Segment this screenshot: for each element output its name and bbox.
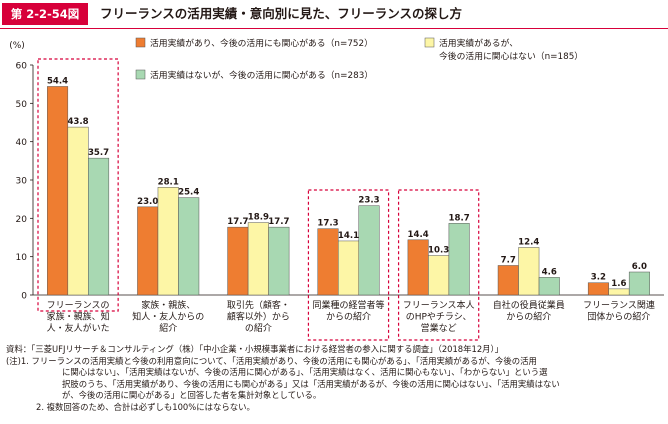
source-note: 資料：「三菱UFJリサーチ＆コンサルティング（株）「中小企業・小規模事業者におけ… — [6, 344, 504, 354]
bar — [157, 187, 179, 296]
figure-number-badge: 第 2-2-54図 — [2, 3, 88, 25]
bar — [497, 265, 519, 296]
bar — [587, 282, 609, 296]
highlight-box — [397, 189, 480, 341]
y-tick-label: 0 — [21, 292, 27, 302]
y-tick-label: 20 — [16, 215, 28, 225]
category-label: 顧客以外）から — [227, 311, 290, 323]
bar — [47, 86, 69, 296]
category-label: 団体からの紹介 — [587, 311, 650, 323]
category-label: からの紹介 — [506, 311, 551, 323]
bar — [137, 206, 159, 296]
legend-label: 今後の活用に関心はない（n=185） — [439, 50, 583, 62]
data-label: 14.1 — [338, 231, 359, 241]
y-axis-label: (%) — [9, 41, 25, 51]
category-label: 知人・友人からの — [132, 311, 204, 323]
note-1-line-4: が、今後の活用に関心がある」と回答した者を集計対象としている。 — [62, 390, 322, 401]
bar — [227, 226, 249, 296]
bar — [448, 223, 470, 296]
data-label: 43.8 — [67, 117, 88, 127]
legend-label: 活用実績があり、今後の活用にも関心がある（n=752） — [150, 37, 373, 49]
note-2: 2. 複数回答のため、合計は必ずしも100%にはならない。 — [36, 401, 255, 412]
category-label: 取引先（顧客・ — [227, 299, 290, 311]
bar — [407, 239, 429, 296]
data-label: 17.7 — [227, 217, 248, 227]
bar — [88, 157, 110, 296]
category-label: 家族・親族、知 — [47, 311, 110, 323]
data-label: 17.7 — [268, 217, 289, 227]
data-label: 18.7 — [449, 213, 470, 223]
header-divider — [0, 28, 668, 29]
data-label: 14.4 — [408, 230, 429, 240]
note-1-line-3: 択肢のうち、「活用実績があり、今後の活用にも関心がある」又は「活用実績があるが、… — [62, 378, 560, 389]
legend-label: 活用実績があるが、 — [439, 37, 518, 49]
bar — [538, 277, 560, 296]
figure-header: 第 2-2-54図 フリーランスの活用実績・意向別に見た、フリーランスの探し方 — [0, 0, 668, 30]
data-label: 54.4 — [47, 76, 68, 86]
bar-chart: (%) 0 10 20 30 40 50 60 54.4 23.0 17.7 17.3 14.4 7.7 3… — [9, 37, 664, 341]
y-tick-label: 40 — [16, 138, 28, 148]
data-label: 23.0 — [137, 197, 158, 207]
y-tick-label: 50 — [16, 100, 28, 110]
note-1-line-2: に関心はない」、「活用実績はないが、今後の活用に関心がある」、「活用実績はなく、… — [62, 367, 548, 378]
category-label: 紹介 — [159, 322, 177, 334]
legend-swatch — [135, 69, 146, 80]
data-label: 7.7 — [501, 255, 516, 265]
legend-swatch — [424, 37, 435, 48]
bar — [338, 240, 359, 296]
legend-label: 活用実績はないが、今後の活用に関心がある（n=283） — [150, 69, 373, 81]
data-label: 6.0 — [632, 262, 647, 272]
bar — [268, 226, 290, 296]
category-label: フリーランス本人 — [403, 299, 475, 311]
category-label: フリーランス関連 — [583, 299, 655, 311]
data-label: 18.9 — [248, 213, 269, 223]
legend-swatch — [135, 37, 146, 48]
bar — [608, 288, 630, 296]
data-label: 1.6 — [611, 279, 626, 289]
bar — [628, 271, 650, 296]
category-label: 自社の役員従業員 — [493, 299, 565, 311]
data-label: 35.7 — [88, 148, 109, 158]
bar — [428, 255, 450, 296]
category-label: の紹介 — [245, 322, 272, 334]
category-label: 家族・親族、 — [141, 299, 195, 311]
data-label: 17.3 — [317, 219, 338, 229]
category-label: フリーランスの — [47, 300, 110, 311]
data-label: 23.3 — [358, 196, 379, 206]
chart-notes: 資料：「三菱UFJリサーチ＆コンサルティング（株）「中小企業・小規模事業者におけ… — [6, 344, 666, 414]
category-label: 営業など — [421, 322, 457, 334]
data-label: 25.4 — [178, 188, 199, 198]
data-label: 28.1 — [158, 177, 179, 187]
bar — [518, 247, 540, 296]
bar — [317, 228, 339, 296]
data-label: 3.2 — [591, 273, 606, 283]
note-1-line-1: (注)1. フリーランスの活用実績と今後の利用意向について、「活用実績があり、今… — [6, 355, 537, 366]
category-label: 同業種の経営者等 — [312, 299, 384, 311]
y-tick-label: 30 — [16, 177, 28, 187]
highlight-box — [307, 189, 390, 341]
bar — [178, 197, 200, 296]
bar — [358, 205, 380, 296]
y-tick-label: 60 — [16, 62, 28, 72]
bar — [67, 126, 89, 296]
figure-title: フリーランスの活用実績・意向別に見た、フリーランスの探し方 — [100, 6, 463, 21]
data-label: 10.3 — [428, 246, 449, 256]
highlight-box — [37, 58, 119, 312]
data-label: 4.6 — [542, 267, 557, 277]
category-label: のHPやチラシ、 — [406, 312, 472, 323]
category-label: 人・友人がいた — [47, 322, 110, 334]
y-tick-label: 10 — [16, 253, 28, 263]
data-label: 12.4 — [518, 237, 539, 247]
bar — [247, 222, 269, 296]
category-label: からの紹介 — [326, 311, 371, 323]
